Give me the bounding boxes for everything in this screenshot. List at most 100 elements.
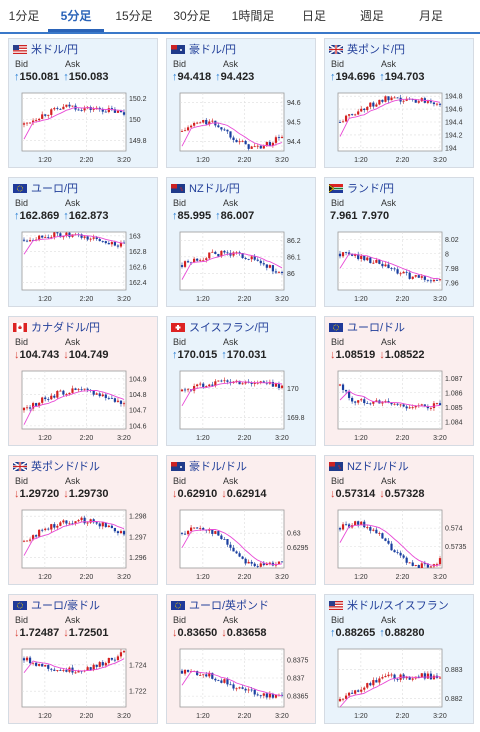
rate-panel[interactable]: ランド/円 Bid Ask 7.961 7.970 8.02 8 7.98 7.96 1:20 2:… <box>324 177 474 307</box>
candle-body <box>435 103 439 105</box>
tab-0[interactable]: 1分足 <box>8 9 40 23</box>
panel-title[interactable]: ユーロ/円 <box>13 181 78 195</box>
rate-panel[interactable]: ユーロ/英ポンド Bid Ask ↓0.83650 ↓0.83658 0.8375 0.83… <box>166 594 316 724</box>
moving-average-line <box>181 122 283 147</box>
rate-panel[interactable]: ユーロ/ドル Bid Ask ↓1.08519 ↓1.08522 1.087 1.086 1.… <box>324 316 474 446</box>
candle-body <box>104 111 107 113</box>
panel-title[interactable]: ランド/円 <box>328 181 394 195</box>
pair-name: 米ドル/円 <box>31 44 79 56</box>
candle-body <box>193 386 196 391</box>
candle-body <box>107 108 110 113</box>
rate-panel[interactable]: 英ポンド/ドル Bid Ask ↓1.29720 ↓1.29730 1.298 1.297 1… <box>8 455 158 585</box>
candle-body <box>193 122 196 126</box>
candle-body <box>71 523 74 525</box>
tab-2[interactable]: 15分足 <box>115 9 153 23</box>
rate-panel[interactable]: 米ドル/スイスフラン Bid Ask ↑0.88265 ↑0.88280 0.883 0.8… <box>324 594 474 724</box>
bid-ask-labels: Bid Ask <box>331 337 397 347</box>
ask-value: 194.703 <box>384 71 425 83</box>
candle-body <box>432 675 436 680</box>
rate-panel[interactable]: NZドル/ドル Bid Ask ↓0.57314 ↓0.57328 0.574 0.5735… <box>324 455 474 585</box>
candle-body <box>180 265 184 267</box>
tab-7[interactable]: 月足 <box>418 9 443 23</box>
tab-3[interactable]: 30分足 <box>173 9 211 23</box>
candle-body <box>387 401 390 403</box>
tab-4[interactable]: 1時間足 <box>231 9 275 23</box>
panel-title[interactable]: 米ドル/スイスフラン <box>329 598 449 612</box>
tab-1[interactable]: 5分足 <box>48 0 104 32</box>
x-tick-label: 1:20 <box>38 296 52 303</box>
candle-body <box>341 524 345 530</box>
candle-body <box>268 265 271 268</box>
candle-body <box>399 273 402 275</box>
panel-title[interactable]: 米ドル/円 <box>13 42 78 56</box>
bid-ask-values: ↑194.696 ↑194.703 <box>330 71 425 83</box>
candle-body <box>405 676 408 679</box>
rate-panel[interactable]: 英ポンド/円 Bid Ask ↑194.696 ↑194.703 194.8 194.6 19… <box>324 38 474 168</box>
x-tick-label: 2:20 <box>238 296 252 303</box>
y-tick-label: 0.6295 <box>287 545 309 552</box>
panel-title[interactable]: 英ポンド/円 <box>328 42 405 56</box>
panel-title[interactable]: ユーロ/ドル <box>329 320 405 334</box>
candle-body <box>277 383 281 388</box>
candle-body <box>110 242 113 245</box>
panel-title[interactable]: スイスフラン/円 <box>171 320 269 334</box>
panel-title[interactable]: 豪ドル/ドル <box>171 459 247 473</box>
candle-body <box>271 265 275 272</box>
plot-area <box>179 509 285 569</box>
rate-panel[interactable]: 豪ドル/円 Bid Ask ↑94.418 ↑94.423 94.6 94.5 94.4 1:2… <box>166 38 316 168</box>
moving-average-line <box>181 671 283 696</box>
panel-title[interactable]: 豪ドル/円 <box>171 42 236 56</box>
candle-body <box>229 544 232 548</box>
candle-body <box>372 401 375 404</box>
rate-panel[interactable]: スイスフラン/円 Bid Ask ↑170.015 ↑170.031 170 169.8 1:… <box>166 316 316 446</box>
panel-title[interactable]: 英ポンド/ドル <box>12 459 100 473</box>
candle-body <box>56 232 59 234</box>
x-tick-label: 2:20 <box>396 574 410 581</box>
tab-6[interactable]: 週足 <box>359 9 384 23</box>
direction-icon: ↑ <box>63 210 69 222</box>
panel-title[interactable]: ユーロ/豪ドル <box>13 598 100 612</box>
nz-flag-icon <box>171 183 185 193</box>
rate-panel[interactable]: 米ドル/円 Bid Ask ↑150.081 ↑150.083 150.2 150 149.8… <box>8 38 158 168</box>
candle-body <box>205 258 208 260</box>
candle-body <box>344 252 348 254</box>
candle-body <box>432 102 436 105</box>
x-tick-label: 1:20 <box>196 296 210 303</box>
candle-body <box>92 664 95 670</box>
candle-body <box>44 237 47 238</box>
bid-ask-values: ↑94.418 ↑94.423 <box>172 71 254 83</box>
candle-body <box>28 240 32 242</box>
au-flag-icon <box>171 44 185 54</box>
rate-panel[interactable]: ユーロ/円 Bid Ask ↑162.869 ↑162.873 163 162.8 162.6… <box>8 177 158 307</box>
panel-title[interactable]: NZドル/ドル <box>329 459 409 473</box>
rate-panel[interactable]: カナダドル/円 Bid Ask ↓104.743 ↓104.749 104.9 104.8 1… <box>8 316 158 446</box>
direction-icon: ↓ <box>172 627 178 639</box>
candle-body <box>98 523 101 527</box>
eu-flag-icon <box>329 322 343 332</box>
rate-panel[interactable]: 豪ドル/ドル Bid Ask ↓0.62910 ↓0.62914 0.63 0.6295 1:… <box>166 455 316 585</box>
candle-body <box>186 261 190 263</box>
rate-panel[interactable]: ユーロ/豪ドル Bid Ask ↓1.72487 ↓1.72501 1.724 1.722 1… <box>8 594 158 724</box>
x-tick-label: 2:20 <box>80 435 94 442</box>
x-tick-label: 3:20 <box>275 157 289 164</box>
candle-body <box>381 677 384 679</box>
candle-body <box>62 106 65 110</box>
panel-title[interactable]: カナダドル/円 <box>13 320 100 334</box>
candle-body <box>35 535 38 537</box>
candle-body <box>189 125 193 128</box>
candle-body <box>65 670 68 672</box>
bid-value: 150.081 <box>19 71 60 83</box>
rate-panel[interactable]: NZドル/円 Bid Ask ↑85.995 ↑86.007 86.2 86.1 86 1:20… <box>166 177 316 307</box>
candle-body <box>186 127 190 131</box>
candle-body <box>426 563 429 568</box>
x-tick-label: 1:20 <box>38 157 52 164</box>
panel-title[interactable]: ユーロ/英ポンド <box>171 598 269 612</box>
candle-body <box>35 662 38 666</box>
panel-title[interactable]: NZドル/円 <box>171 181 240 195</box>
bid-ask-values: ↓104.743 ↓104.749 <box>14 349 109 361</box>
tab-5[interactable]: 日足 <box>301 9 326 23</box>
candle-body <box>205 119 208 125</box>
candle-body <box>80 517 83 521</box>
candle-body <box>250 256 253 260</box>
y-tick-label: 7.98 <box>445 266 459 273</box>
